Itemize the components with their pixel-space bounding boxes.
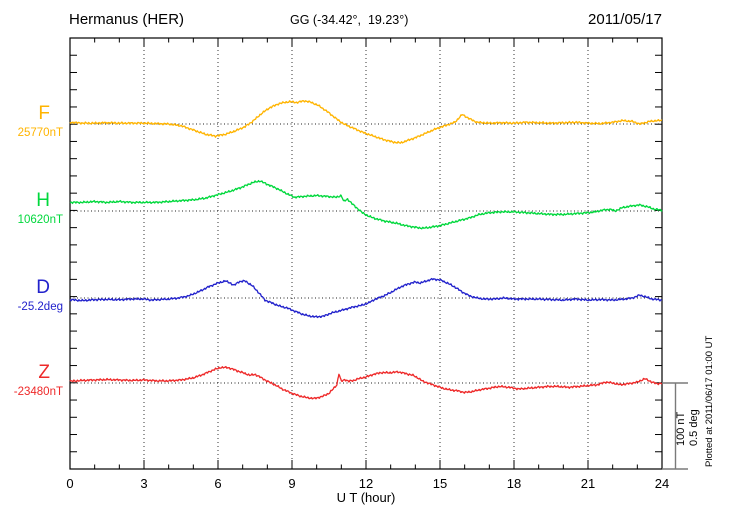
trace-baseline-value-H: 10620nT	[17, 214, 63, 226]
scalebar-nt-label: 100 nT	[675, 411, 687, 446]
trace-baseline-value-D: -25.2deg	[17, 301, 63, 313]
x-tick-label: 3	[140, 476, 147, 491]
station-title: Hermanus (HER)	[69, 11, 185, 28]
trace-baseline-value-Z: -23480nT	[13, 386, 63, 398]
h-trace-curve	[69, 179, 663, 230]
trace-baseline-value-F: 25770nT	[17, 127, 63, 139]
z-trace-curve	[69, 365, 663, 400]
trace-letter-D: D	[36, 277, 50, 298]
x-tick-label: 24	[655, 476, 669, 491]
trace-letter-F: F	[38, 103, 50, 124]
x-axis-label: U T (hour)	[336, 490, 396, 505]
observation-date: 2011/05/17	[588, 11, 662, 28]
x-tick-label: 12	[359, 476, 373, 491]
x-tick-label: 0	[66, 476, 73, 491]
x-tick-label: 9	[288, 476, 295, 491]
plotted-at-note: Plotted at 2011/06/17 01:00 UT	[704, 335, 715, 467]
trace-letter-Z: Z	[38, 362, 50, 383]
x-tick-label: 21	[581, 476, 595, 491]
d-trace-curve	[69, 277, 663, 319]
f-trace-curve	[69, 100, 663, 144]
geographic-coordinates: GG (-34.42°, 19.23°)	[290, 13, 409, 27]
x-tick-label: 6	[214, 476, 221, 491]
x-tick-label: 15	[433, 476, 447, 491]
trace-letter-H: H	[36, 190, 50, 211]
scalebar-deg-label: 0.5 deg	[688, 409, 700, 446]
x-tick-label: 18	[507, 476, 521, 491]
